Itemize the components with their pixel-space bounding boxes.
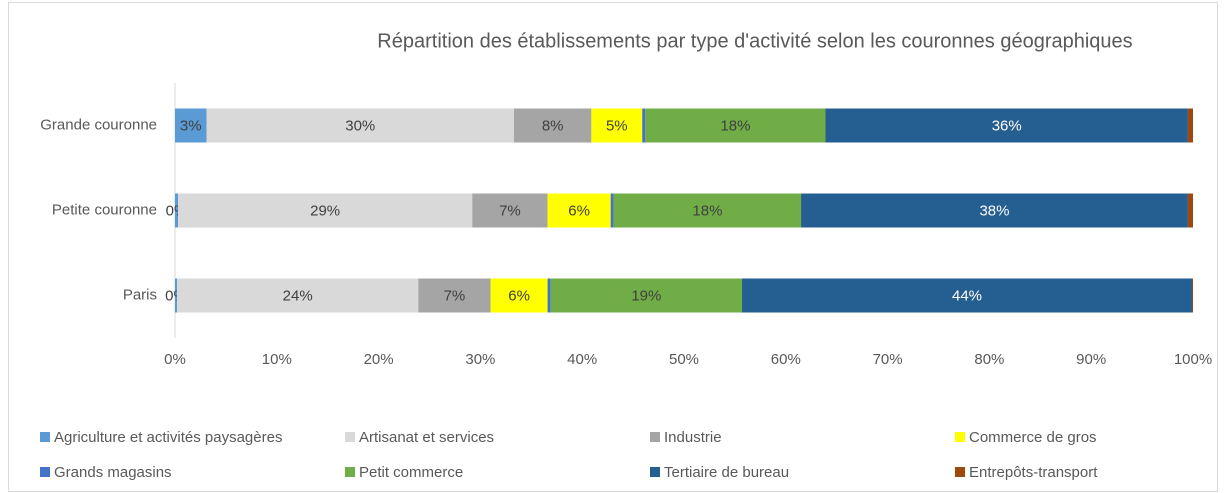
- chart-title: Répartition des établissements par type …: [377, 30, 1132, 52]
- y-tick-label: Petite couronne: [52, 201, 157, 218]
- bar-segment: [610, 193, 614, 228]
- data-label: 19%: [631, 287, 661, 304]
- bar-segment: [550, 278, 743, 313]
- data-label: 5%: [606, 117, 628, 134]
- data-label: 7%: [444, 287, 466, 304]
- bar-segment: [472, 193, 548, 228]
- data-label: 38%: [979, 202, 1009, 219]
- x-tick-label: 10%: [262, 351, 292, 368]
- legend-label: Industrie: [664, 429, 722, 446]
- legend-swatch: [345, 432, 355, 442]
- x-tick-label: 30%: [465, 351, 495, 368]
- legend-swatch: [955, 432, 965, 442]
- bar-segment: [175, 193, 179, 228]
- x-tick-label: 0%: [164, 351, 186, 368]
- bar-segment: [513, 108, 592, 143]
- legend-label: Commerce de gros: [969, 429, 1097, 446]
- legend-swatch: [650, 467, 660, 477]
- bar-segment: [547, 278, 551, 313]
- bar-segment: [642, 108, 646, 143]
- x-tick-label: 60%: [771, 351, 801, 368]
- legend-swatch: [40, 432, 50, 442]
- bar-segment: [418, 278, 491, 313]
- bar-segment: [175, 278, 178, 313]
- legend-label: Agriculture et activités paysagères: [54, 429, 282, 446]
- legend-label: Entrepôts-transport: [969, 464, 1098, 481]
- bar-segment: [591, 108, 643, 143]
- bar-segment: [1191, 278, 1193, 313]
- x-tick-label: 40%: [567, 351, 597, 368]
- legend-label: Artisanat et services: [359, 429, 494, 446]
- x-tick-label: 80%: [974, 351, 1004, 368]
- legend-swatch: [345, 467, 355, 477]
- legend-swatch: [955, 467, 965, 477]
- y-tick-label: Paris: [123, 286, 157, 303]
- bar-segment: [825, 108, 1188, 143]
- legend-swatch: [40, 467, 50, 477]
- bar-segment: [613, 193, 802, 228]
- data-label: 7%: [499, 202, 521, 219]
- bar-segment: [547, 193, 611, 228]
- bar-segment: [645, 108, 826, 143]
- chart-frame: [8, 2, 1218, 492]
- data-label: 18%: [720, 117, 750, 134]
- data-label: 18%: [692, 202, 722, 219]
- y-tick-label: Grande couronne: [40, 116, 157, 133]
- bar-segment: [801, 193, 1188, 228]
- data-label: 6%: [568, 202, 590, 219]
- bar-segment: [175, 108, 207, 143]
- bar-segment: [1187, 108, 1193, 143]
- legend-swatch: [650, 432, 660, 442]
- data-label: 44%: [952, 287, 982, 304]
- x-tick-label: 50%: [669, 351, 699, 368]
- legend-label: Petit commerce: [359, 464, 463, 481]
- x-tick-label: 100%: [1174, 351, 1212, 368]
- x-tick-label: 90%: [1076, 351, 1106, 368]
- legend-label: Grands magasins: [54, 464, 172, 481]
- bar-segment: [206, 108, 514, 143]
- bar-segment: [177, 278, 419, 313]
- bar-segment: [490, 278, 548, 313]
- data-label: 29%: [310, 202, 340, 219]
- data-label: 8%: [542, 117, 564, 134]
- data-label: 24%: [283, 287, 313, 304]
- legend-label: Tertiaire de bureau: [664, 464, 789, 481]
- bar-segment: [742, 278, 1192, 313]
- x-tick-label: 70%: [873, 351, 903, 368]
- data-label: 6%: [508, 287, 530, 304]
- data-label: 36%: [992, 117, 1022, 134]
- bar-segment: [178, 193, 473, 228]
- bar-segment: [1187, 193, 1193, 228]
- x-tick-label: 20%: [364, 351, 394, 368]
- data-label: 3%: [180, 117, 202, 134]
- data-label: 30%: [345, 117, 375, 134]
